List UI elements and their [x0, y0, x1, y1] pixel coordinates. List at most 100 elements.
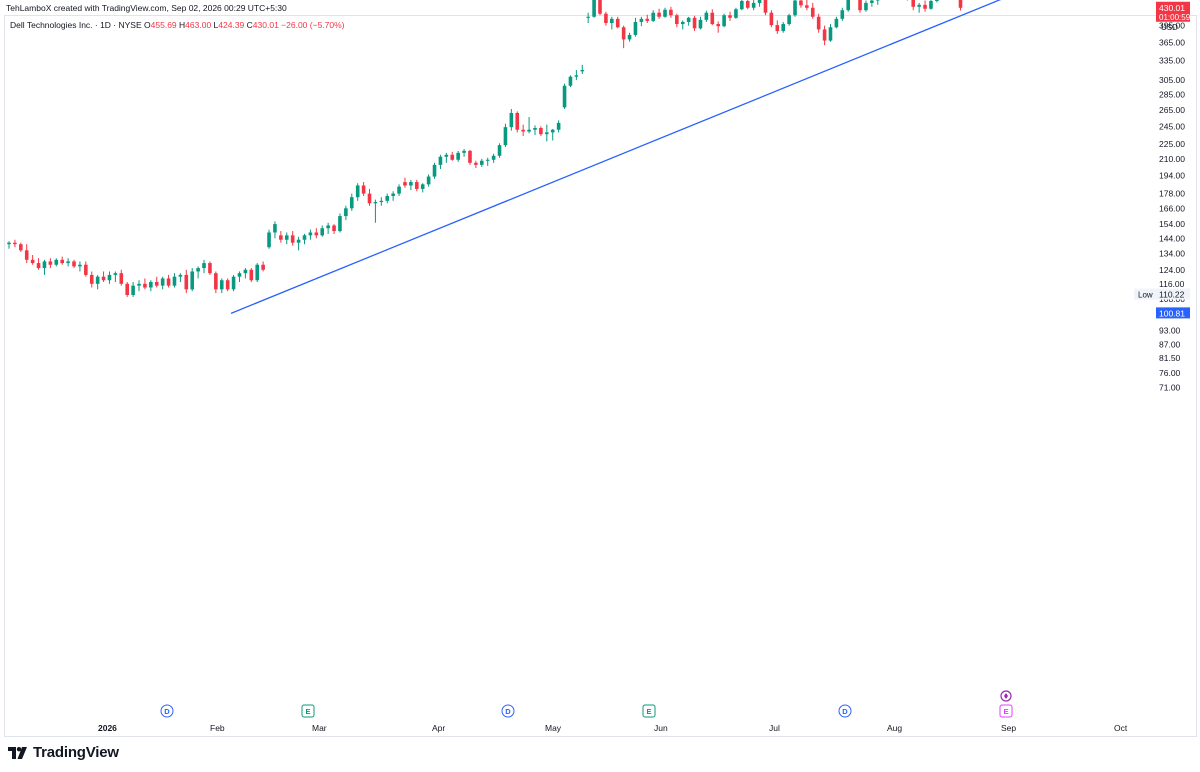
candle [48, 258, 53, 269]
candle [414, 179, 419, 192]
open-value: 455.69 [150, 20, 177, 30]
candle [225, 278, 230, 292]
trendline[interactable] [230, 0, 1033, 314]
price-tag-value: 430.01 [1159, 3, 1185, 13]
candle-body [468, 150, 472, 163]
candle-body [917, 4, 921, 7]
candle-body [870, 0, 874, 3]
candle [255, 263, 260, 283]
earnings-marker[interactable]: E [999, 704, 1013, 718]
earnings-marker[interactable]: E [642, 704, 656, 718]
candle-body [308, 232, 313, 236]
x-tick-label: Sep [1001, 723, 1016, 733]
candle [906, 0, 908, 1]
tradingview-logo-icon [8, 746, 27, 759]
candle-body [474, 162, 478, 165]
event-marker-letter: E [646, 707, 651, 716]
dividend-marker[interactable]: D [501, 704, 515, 718]
dividend-marker[interactable]: D [160, 704, 174, 718]
event-marker-letter: E [1003, 707, 1008, 716]
candle [793, 0, 797, 17]
x-tick-label: May [545, 723, 562, 733]
earnings-marker[interactable]: E [301, 704, 315, 718]
candle [149, 280, 153, 292]
candle-body [740, 1, 744, 10]
candle [787, 13, 791, 26]
candle [450, 151, 455, 161]
dividend-marker[interactable]: D [838, 704, 852, 718]
x-axis: 2026 Feb Mar Apr May Jun Jul Aug Sep Oct [98, 723, 1128, 733]
candle-body [432, 164, 437, 177]
candle-body [757, 0, 762, 3]
upcoming-earnings-icon[interactable] [1000, 690, 1012, 702]
candle [639, 16, 644, 27]
candle [403, 177, 407, 188]
candle-body [367, 193, 372, 204]
ohlc-legend: Dell Technologies Inc. · 1D · NYSE O455.… [10, 20, 345, 30]
candle [669, 6, 673, 18]
candle [196, 266, 200, 279]
price-tag-label-bg [1134, 288, 1156, 300]
candle-body [326, 225, 330, 229]
candle-body [633, 21, 638, 35]
candle-body [840, 10, 845, 19]
candle [503, 123, 508, 148]
candle [184, 269, 189, 294]
candle [154, 276, 159, 288]
candle-body [438, 156, 443, 165]
candle-body [598, 0, 602, 14]
candle-body [60, 259, 64, 264]
candle [107, 271, 112, 284]
candle [160, 276, 165, 290]
candle-body [296, 239, 301, 243]
candle-body [527, 129, 531, 132]
candle-body [958, 0, 963, 8]
candle-body [30, 259, 35, 264]
candle-body [533, 128, 537, 130]
candle-body [403, 182, 407, 186]
candle-body [284, 235, 289, 240]
candle [420, 183, 425, 193]
candle [60, 256, 64, 265]
candle-body [78, 264, 82, 267]
candle-body [54, 259, 59, 265]
y-tick-label: 245.00 [1159, 121, 1185, 131]
candle [645, 14, 650, 23]
candle-body [373, 202, 378, 204]
candle-body [196, 268, 200, 272]
candle-body [178, 274, 183, 277]
y-tick-label: 76.00 [1159, 368, 1181, 378]
candle [763, 0, 768, 16]
candle-body [698, 19, 703, 29]
candle-body [426, 176, 431, 185]
candle [598, 0, 602, 16]
candle [474, 160, 478, 168]
candle-body [267, 232, 271, 248]
candle [166, 274, 171, 288]
candle-body [692, 17, 697, 29]
candle [604, 11, 608, 26]
candle [917, 2, 921, 13]
candle [734, 7, 738, 19]
candle-body [651, 12, 655, 21]
candle-body [509, 112, 514, 128]
candle-body [810, 7, 815, 17]
candle [296, 236, 301, 251]
event-marker-letter: E [305, 707, 310, 716]
candle [361, 182, 366, 196]
candle [30, 255, 35, 265]
low-value: 424.39 [218, 20, 245, 30]
candle-body [799, 0, 803, 6]
price-tag-label: Low [1138, 291, 1153, 300]
candle-body [48, 261, 53, 265]
candle [929, 0, 933, 10]
candle [95, 274, 100, 290]
candle-body [42, 261, 47, 269]
candle [615, 16, 620, 29]
tradingview-brand[interactable]: TradingView [8, 744, 119, 761]
x-tick-label: Feb [210, 723, 225, 733]
candle [385, 193, 390, 204]
candle [202, 259, 206, 274]
